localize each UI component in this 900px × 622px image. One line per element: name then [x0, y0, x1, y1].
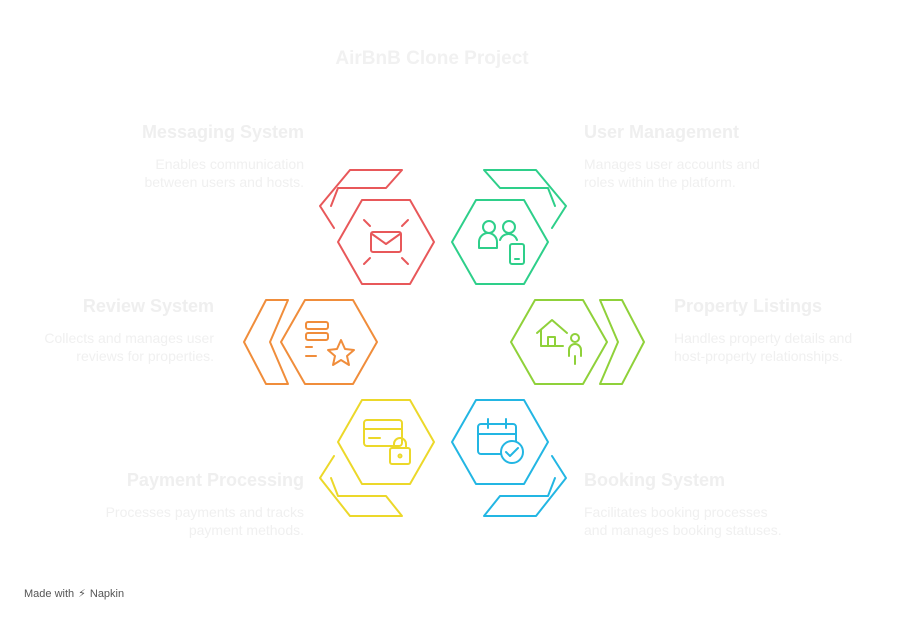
chevron-review [243, 299, 289, 385]
hex-messaging [337, 199, 435, 285]
heading-property: Property Listings [674, 296, 823, 316]
heading-review: Review System [82, 296, 214, 316]
label-payment: Payment Processing Processes payments an… [104, 470, 304, 539]
house-person-icon [536, 319, 582, 365]
envelope-icon [363, 219, 409, 265]
label-booking: Booking System Facilitates booking proce… [584, 470, 789, 539]
brand-prefix: Made with [24, 587, 75, 600]
hex-user [451, 199, 549, 285]
label-user: User Management Manages user accounts an… [584, 122, 784, 191]
label-messaging: Messaging System Enables communication b… [110, 122, 304, 191]
desc-payment: Processes payments and tracks payment me… [105, 504, 304, 538]
desc-property: Handles property details and host-proper… [674, 330, 853, 364]
heading-payment: Payment Processing [126, 470, 304, 490]
diagram-title: AirBnB Clone Project [335, 48, 529, 69]
heading-booking: Booking System [584, 470, 726, 490]
chevron-property [599, 299, 645, 385]
hex-booking [451, 399, 549, 485]
desc-booking: Facilitates booking processes and manage… [584, 504, 782, 538]
heading-messaging: Messaging System [141, 122, 304, 142]
label-property: Property Listings Handles property detai… [674, 296, 874, 365]
hex-payment [337, 399, 435, 485]
chevron-messaging [319, 169, 403, 229]
segment-booking [451, 399, 567, 517]
segment-user [451, 169, 567, 285]
segment-review [243, 299, 378, 385]
chevron-payment [319, 455, 403, 517]
desc-review: Collects and manages user reviews for pr… [44, 330, 214, 364]
review-list-star-icon [305, 321, 355, 366]
brand-footer: Made with ⚡ Napkin [24, 587, 125, 601]
label-review: Review System Collects and manages user … [24, 296, 214, 365]
chevron-user [483, 169, 567, 229]
desc-user: Manages user accounts and roles within t… [584, 156, 760, 190]
napkin-logo-icon: ⚡ [78, 588, 86, 600]
segment-payment [319, 399, 435, 517]
hex-property [510, 299, 608, 385]
calendar-check-icon [477, 418, 524, 464]
brand-name: Napkin [89, 587, 125, 600]
desc-messaging: Enables communication between users and … [144, 156, 304, 190]
chevron-booking [483, 455, 567, 517]
credit-card-lock-icon [363, 419, 411, 465]
segment-messaging [319, 169, 435, 285]
hex-review [280, 299, 378, 385]
users-phone-icon [478, 220, 525, 265]
segment-property [510, 299, 645, 385]
heading-user: User Management [584, 122, 740, 142]
